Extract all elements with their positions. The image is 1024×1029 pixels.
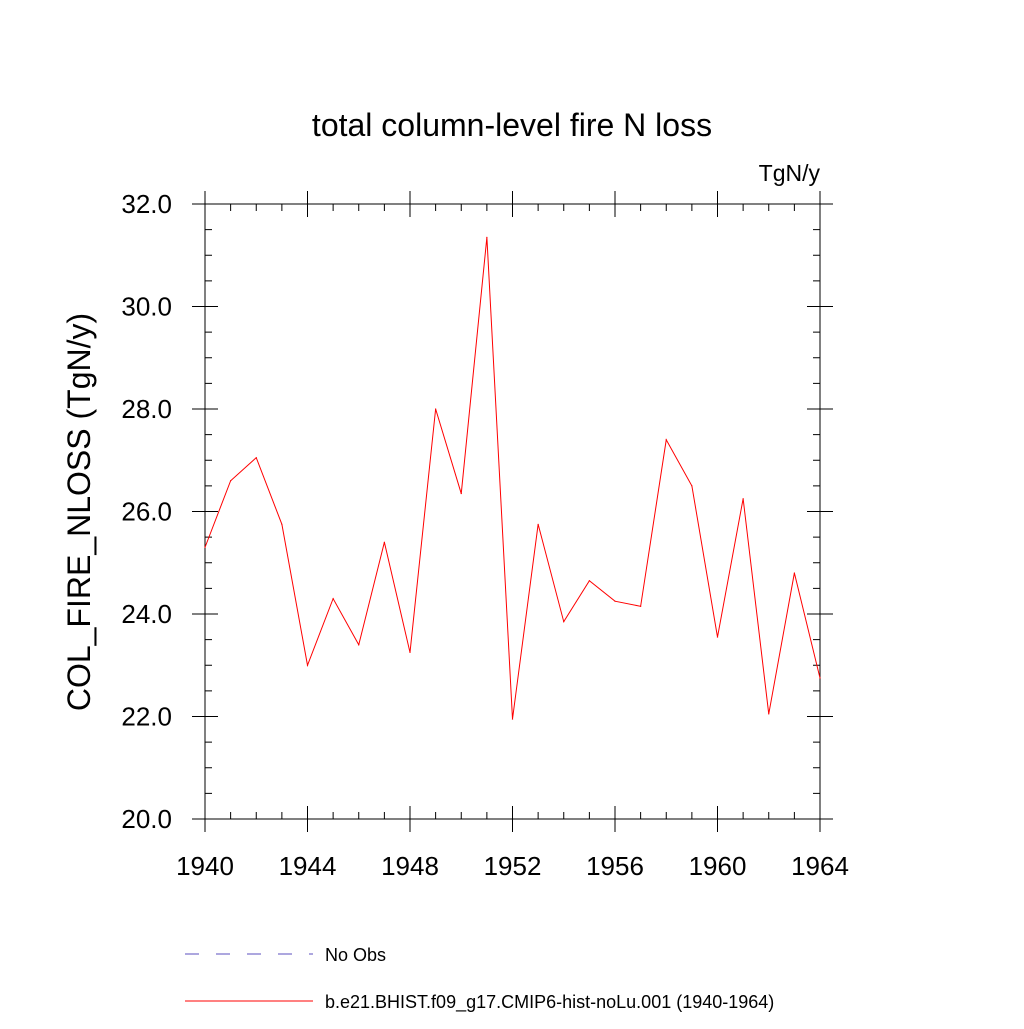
data-point [332, 598, 334, 600]
y-tick-label: 26.0 [121, 497, 172, 527]
plot-area: 1940 1944 1948 1952 1956 1960 1964 20.0 22.0 24.0… [121, 189, 849, 881]
data-point [358, 644, 360, 646]
data-point [640, 605, 642, 607]
y-tick-label: 32.0 [121, 189, 172, 219]
x-tick-label: 1952 [484, 851, 542, 881]
data-point [204, 546, 206, 548]
y-tick-label: 22.0 [121, 702, 172, 732]
data-point [768, 713, 770, 715]
x-tick-label: 1960 [689, 851, 747, 881]
data-point [255, 457, 257, 459]
legend: No Obs b.e21.BHIST.f09_g17.CMIP6-hist-noL… [185, 945, 774, 1013]
data-point [281, 523, 283, 525]
data-point [486, 236, 488, 238]
x-tick-label: 1948 [381, 851, 439, 881]
data-point [742, 498, 744, 500]
data-point [537, 523, 539, 525]
data-point [665, 439, 667, 441]
x-tick-label: 1944 [279, 851, 337, 881]
data-point [409, 651, 411, 654]
data-point [819, 677, 821, 679]
legend-label: No Obs [325, 945, 386, 965]
series-line [204, 237, 821, 720]
data-point [435, 408, 437, 410]
chart-title: total column-level fire N loss [312, 107, 712, 143]
x-tick-label: 1956 [586, 851, 644, 881]
data-point [793, 572, 795, 574]
plot-frame [204, 203, 821, 820]
data-point [306, 664, 309, 666]
y-tick-label: 24.0 [121, 599, 172, 629]
data-point [716, 636, 719, 638]
data-point [588, 580, 590, 582]
y-tick-label: 20.0 [121, 804, 172, 834]
y-tick-label: 28.0 [121, 394, 172, 424]
units-label: TgN/y [759, 160, 821, 186]
data-point [230, 480, 232, 482]
data-point [460, 492, 462, 495]
y-axis-label: COL_FIRE_NLOSS (TgN/y) [61, 313, 97, 711]
x-tick-label: 1940 [176, 851, 234, 881]
data-point [383, 541, 385, 543]
data-point [691, 485, 693, 487]
x-tick-label: 1964 [791, 851, 849, 881]
data-point [614, 600, 616, 602]
y-tick-label: 30.0 [121, 292, 172, 322]
data-point [563, 621, 565, 623]
data-point [511, 718, 514, 720]
legend-label: b.e21.BHIST.f09_g17.CMIP6-hist-noLu.001 … [325, 992, 774, 1013]
